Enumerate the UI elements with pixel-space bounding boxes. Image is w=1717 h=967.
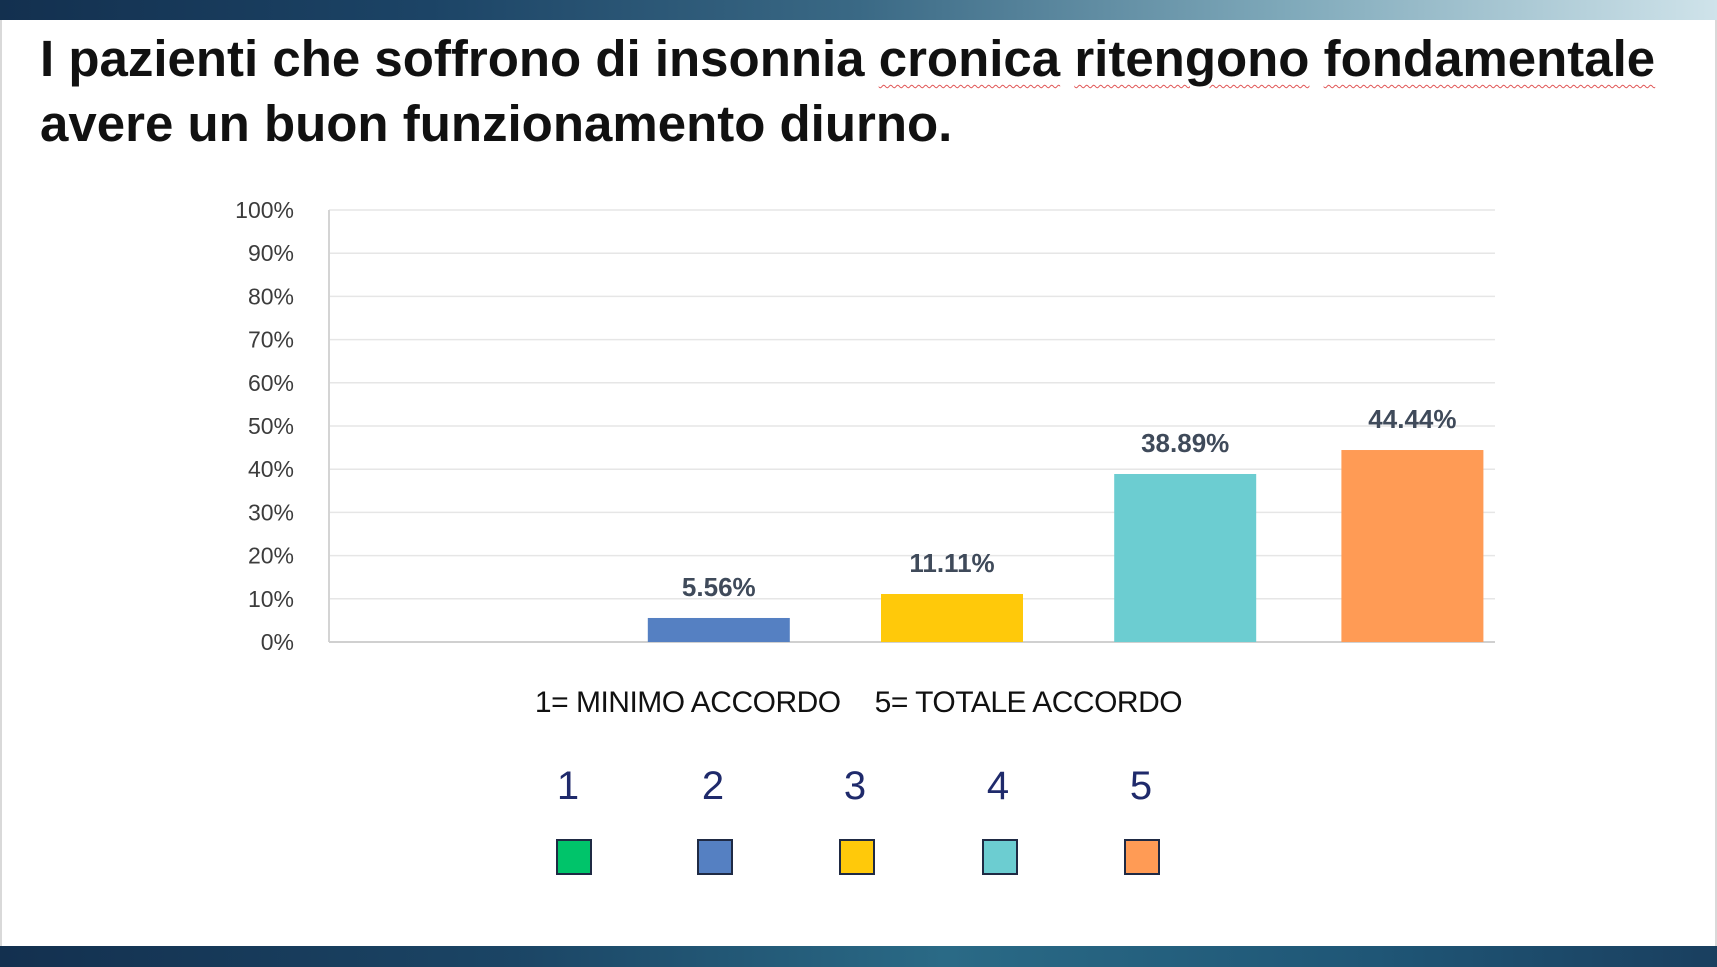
bottom-decorative-band <box>0 946 1717 967</box>
y-tick-label: 30% <box>248 499 294 525</box>
title-word-cronica: cronica <box>878 30 1061 87</box>
title-text-1: I pazienti che soffrono di insonnia <box>40 30 879 87</box>
legend-swatch-1 <box>556 839 592 875</box>
data-label-5: 44.44% <box>1368 404 1456 434</box>
data-label-3: 11.11% <box>909 548 994 578</box>
y-tick-label: 0% <box>261 629 294 655</box>
y-tick-label: 90% <box>248 240 294 266</box>
title-text-2: avere un buon funzionamento diurno. <box>40 95 953 152</box>
data-label-4: 38.89% <box>1141 428 1229 458</box>
y-tick-label: 80% <box>248 283 294 309</box>
y-tick-label: 20% <box>248 543 294 569</box>
data-label-2: 5.56% <box>682 572 756 602</box>
legend-number-3: 3 <box>843 764 867 808</box>
title-word-ritengono: ritengono <box>1074 30 1310 87</box>
legend-number-2: 2 <box>701 764 725 808</box>
bar-3 <box>881 594 1023 642</box>
scale-note-max: 5= TOTALE ACCORDO <box>874 686 1183 719</box>
scale-note-min: 1= MINIMO ACCORDO <box>534 686 841 719</box>
bar-4 <box>1114 473 1257 642</box>
slide-frame-left <box>0 20 2 946</box>
slide-frame-right <box>1715 20 1717 946</box>
legend-swatch-3 <box>839 839 875 875</box>
scale-note: 1= MINIMO ACCORDO 5= TOTALE ACCORDO <box>0 686 1717 720</box>
top-decorative-band <box>0 0 1717 20</box>
bar-2 <box>647 617 790 642</box>
y-tick-label: 50% <box>248 413 294 439</box>
y-tick-label: 70% <box>248 327 294 353</box>
y-tick-label: 100% <box>235 197 294 223</box>
bar-5 <box>1341 450 1484 642</box>
legend-number-1: 1 <box>556 764 580 808</box>
y-tick-label: 10% <box>248 586 294 612</box>
legend-swatch-4 <box>982 839 1018 875</box>
y-tick-label: 40% <box>248 456 294 482</box>
legend-swatch-5 <box>1124 839 1160 875</box>
y-tick-label: 60% <box>248 370 294 396</box>
slide-title: I pazienti che soffrono di insonnia cron… <box>40 26 1680 156</box>
title-word-fondamentale: fondamentale <box>1323 30 1656 87</box>
legend-number-4: 4 <box>986 764 1010 808</box>
legend-swatch-2 <box>697 839 733 875</box>
legend-number-5: 5 <box>1129 764 1153 808</box>
